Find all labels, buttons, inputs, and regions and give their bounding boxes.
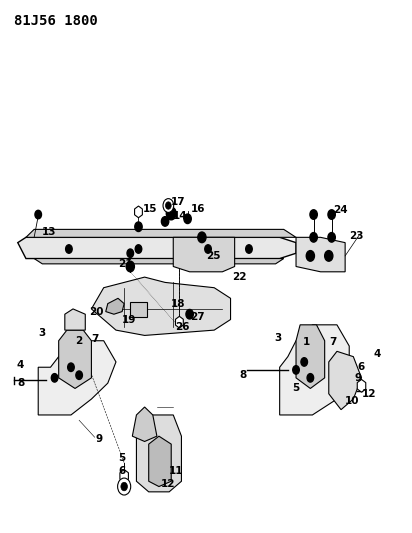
Text: 16: 16 xyxy=(190,204,205,214)
Circle shape xyxy=(198,232,206,243)
Circle shape xyxy=(66,245,72,253)
Text: 15: 15 xyxy=(143,204,157,214)
Polygon shape xyxy=(120,470,129,482)
Polygon shape xyxy=(65,309,85,330)
Polygon shape xyxy=(296,237,345,272)
Text: 1: 1 xyxy=(303,337,310,347)
Text: 20: 20 xyxy=(89,306,104,317)
Text: 18: 18 xyxy=(171,298,186,309)
Text: 7: 7 xyxy=(91,334,99,344)
Text: 11: 11 xyxy=(169,466,184,475)
Polygon shape xyxy=(59,330,91,389)
Circle shape xyxy=(184,214,191,223)
Text: 4: 4 xyxy=(374,349,381,359)
Polygon shape xyxy=(34,259,284,264)
Circle shape xyxy=(166,207,176,220)
Circle shape xyxy=(310,232,317,242)
Circle shape xyxy=(166,202,171,209)
Text: 25: 25 xyxy=(206,251,220,261)
Circle shape xyxy=(205,245,211,253)
Text: 21: 21 xyxy=(118,259,133,269)
Circle shape xyxy=(328,232,335,242)
Text: 5: 5 xyxy=(293,383,300,393)
Polygon shape xyxy=(173,237,235,272)
Text: 3: 3 xyxy=(39,328,46,338)
Text: 27: 27 xyxy=(190,312,204,322)
Text: 6: 6 xyxy=(358,362,365,372)
Circle shape xyxy=(117,478,131,495)
Polygon shape xyxy=(296,325,325,389)
Text: 3: 3 xyxy=(274,333,282,343)
Circle shape xyxy=(163,199,174,213)
Circle shape xyxy=(325,251,333,261)
Polygon shape xyxy=(280,325,349,415)
Circle shape xyxy=(52,374,58,382)
Polygon shape xyxy=(106,298,124,314)
Circle shape xyxy=(135,245,142,253)
Bar xyxy=(130,302,147,317)
Circle shape xyxy=(246,245,252,253)
Text: 10: 10 xyxy=(345,395,360,406)
Text: 81J56 1800: 81J56 1800 xyxy=(14,14,97,28)
Text: 13: 13 xyxy=(42,227,57,237)
Polygon shape xyxy=(91,277,231,335)
Text: 24: 24 xyxy=(333,205,347,215)
Circle shape xyxy=(135,222,142,231)
Polygon shape xyxy=(26,229,296,237)
Text: 8: 8 xyxy=(240,370,247,380)
Text: 19: 19 xyxy=(122,314,136,325)
Polygon shape xyxy=(149,436,171,487)
Text: 4: 4 xyxy=(16,360,24,369)
Text: 22: 22 xyxy=(233,272,247,282)
Circle shape xyxy=(186,310,193,319)
Polygon shape xyxy=(18,237,296,259)
Polygon shape xyxy=(176,317,183,328)
Circle shape xyxy=(162,216,169,226)
Text: 2: 2 xyxy=(75,336,82,346)
Text: 17: 17 xyxy=(171,197,186,207)
Circle shape xyxy=(35,211,42,219)
Polygon shape xyxy=(357,379,366,392)
Text: 9: 9 xyxy=(354,373,361,383)
Text: 12: 12 xyxy=(161,479,176,489)
Text: 14: 14 xyxy=(173,211,188,221)
Circle shape xyxy=(68,363,74,372)
Text: 8: 8 xyxy=(18,378,25,388)
Polygon shape xyxy=(38,341,116,415)
Circle shape xyxy=(127,249,133,257)
Circle shape xyxy=(76,371,82,379)
Circle shape xyxy=(306,251,314,261)
Text: 12: 12 xyxy=(361,389,376,399)
Text: 23: 23 xyxy=(349,231,364,241)
Circle shape xyxy=(307,374,314,382)
Polygon shape xyxy=(136,415,181,492)
Text: 5: 5 xyxy=(119,454,126,463)
Text: 26: 26 xyxy=(176,322,190,333)
Circle shape xyxy=(310,210,317,219)
Polygon shape xyxy=(329,351,361,410)
Text: 9: 9 xyxy=(96,434,103,444)
Polygon shape xyxy=(132,407,157,441)
Circle shape xyxy=(126,261,134,272)
Circle shape xyxy=(301,358,307,366)
Text: 7: 7 xyxy=(329,337,336,347)
Text: 6: 6 xyxy=(119,466,126,475)
Circle shape xyxy=(328,210,335,219)
Circle shape xyxy=(293,366,299,374)
Circle shape xyxy=(121,482,127,491)
Polygon shape xyxy=(135,206,143,217)
